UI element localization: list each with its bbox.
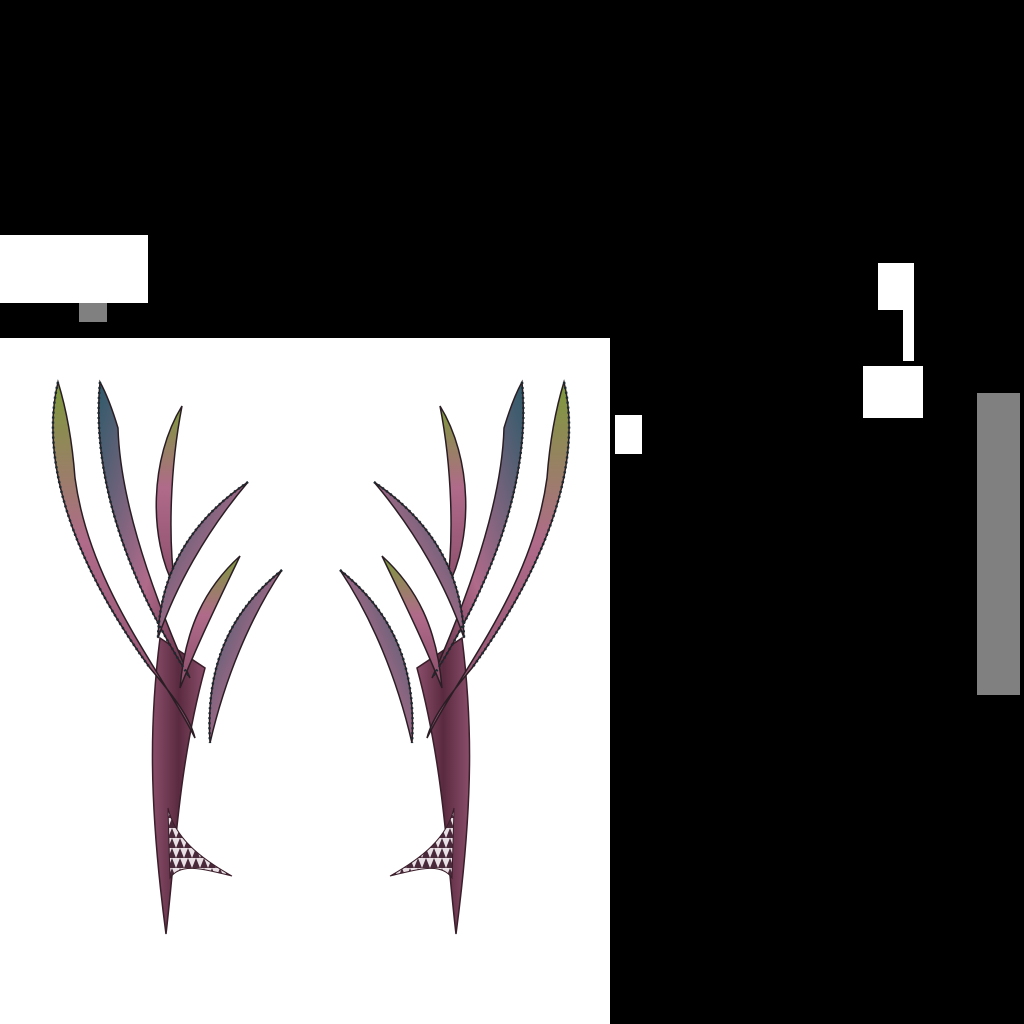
right-white-bar bbox=[903, 310, 914, 361]
image-panel bbox=[0, 338, 610, 1024]
right-white-block-top bbox=[878, 263, 914, 310]
right-white-block-bottom bbox=[863, 366, 923, 418]
top-left-gray-tab bbox=[79, 303, 107, 322]
small-white-square bbox=[615, 415, 642, 454]
left-plant-graphic bbox=[51, 380, 284, 936]
top-left-white-block bbox=[0, 235, 148, 303]
plant-illustration bbox=[51, 380, 571, 936]
right-plant-graphic bbox=[338, 380, 571, 936]
right-gray-scrollbar[interactable] bbox=[977, 393, 1020, 695]
